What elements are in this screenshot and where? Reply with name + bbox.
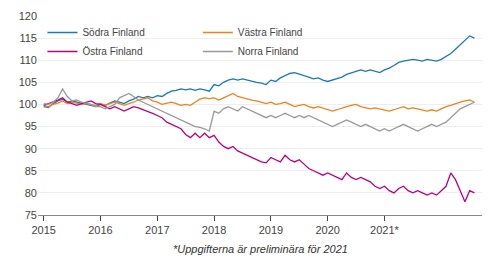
svg-text:Västra Finland: Västra Finland <box>238 27 302 38</box>
svg-text:85: 85 <box>25 165 37 177</box>
svg-text:100: 100 <box>19 98 37 110</box>
svg-text:90: 90 <box>25 143 37 155</box>
svg-text:2018: 2018 <box>202 224 226 236</box>
svg-text:*Uppgifterna är preliminära fö: *Uppgifterna är preliminära för 2021 <box>173 243 348 255</box>
svg-text:Östra Finland: Östra Finland <box>82 46 142 57</box>
svg-text:2021*: 2021* <box>370 224 399 236</box>
svg-text:2015: 2015 <box>31 224 55 236</box>
svg-text:Södra Finland: Södra Finland <box>82 27 144 38</box>
svg-text:2019: 2019 <box>259 224 283 236</box>
svg-text:2020: 2020 <box>315 224 339 236</box>
svg-text:95: 95 <box>25 120 37 132</box>
svg-text:Norra Finland: Norra Finland <box>238 46 299 57</box>
svg-text:110: 110 <box>19 54 37 66</box>
svg-text:75: 75 <box>25 209 37 221</box>
svg-text:115: 115 <box>19 32 37 44</box>
svg-text:2017: 2017 <box>145 224 169 236</box>
svg-text:2016: 2016 <box>88 224 112 236</box>
svg-text:120: 120 <box>19 10 37 22</box>
svg-text:105: 105 <box>19 76 37 88</box>
svg-text:80: 80 <box>25 187 37 199</box>
